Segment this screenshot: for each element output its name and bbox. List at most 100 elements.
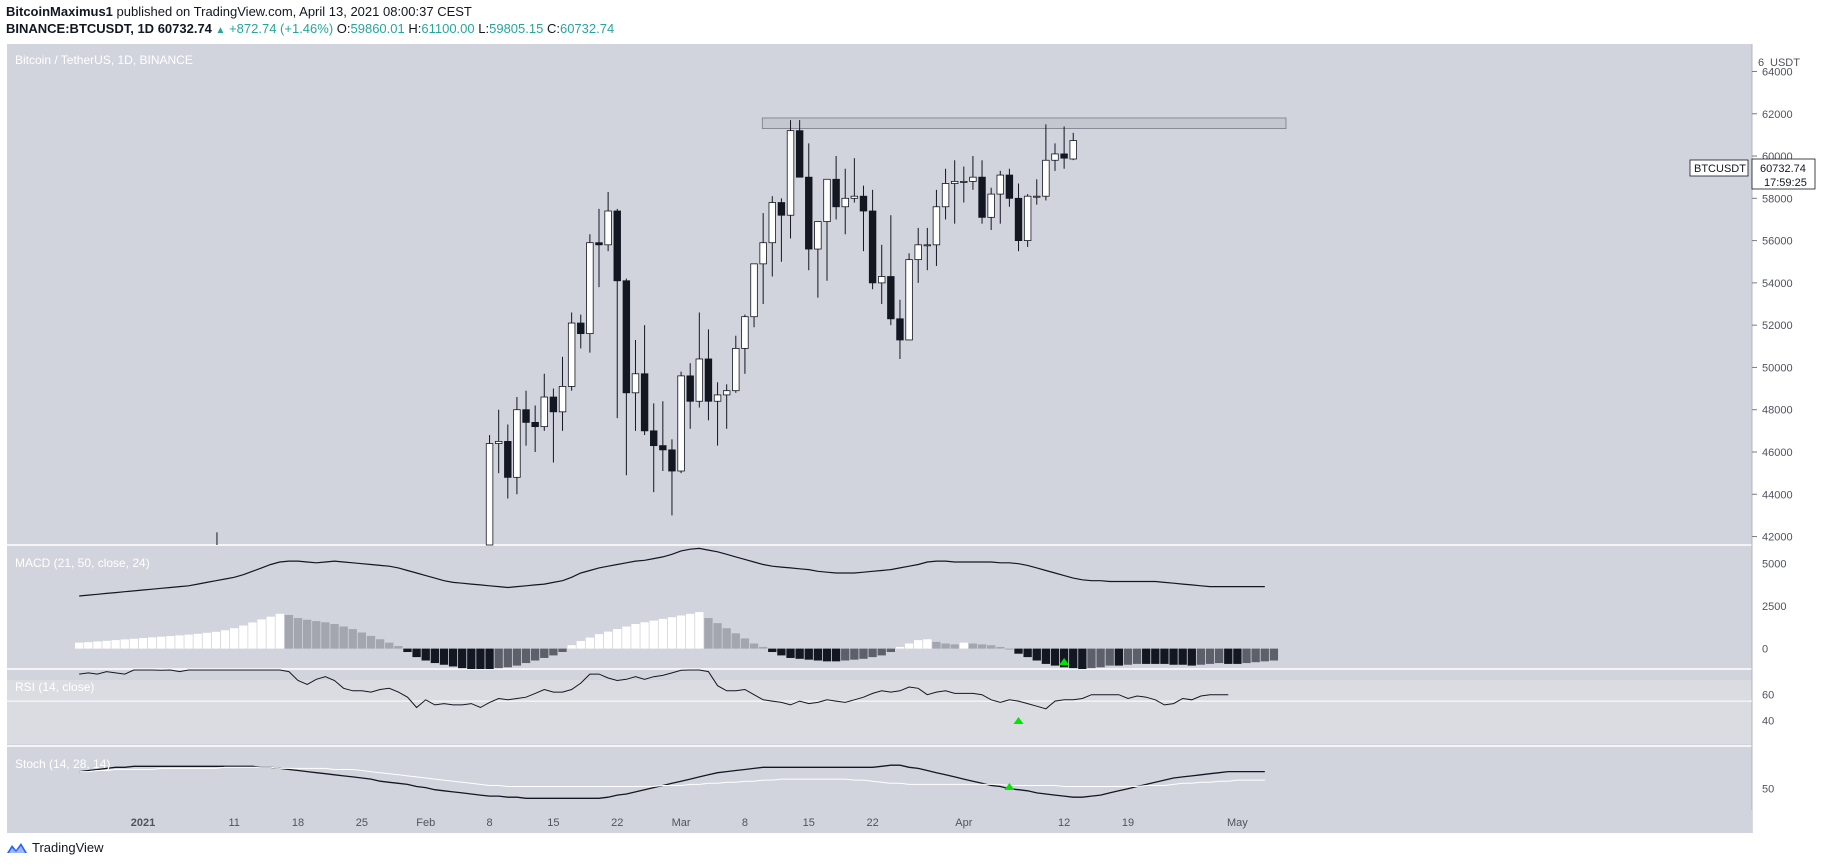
- candle-2021-03-02[interactable]: [686, 363, 694, 429]
- candle-2021-03-23[interactable]: [878, 244, 886, 305]
- candle-2021-03-03[interactable]: [695, 312, 704, 408]
- candle-2021-02-19[interactable]: [586, 234, 594, 353]
- candle-2021-02-09[interactable]: [494, 409, 503, 474]
- candle-2021-03-09[interactable]: [750, 263, 758, 328]
- macd-histogram-bar: [394, 646, 403, 649]
- macd-histogram-bar: [567, 645, 576, 649]
- candle-2021-03-26[interactable]: [905, 253, 913, 341]
- candle-2021-03-22[interactable]: [868, 189, 877, 290]
- candle-2021-04-07[interactable]: [1014, 183, 1023, 252]
- candle-2021-03-10[interactable]: [759, 213, 767, 305]
- time-axis-tick-9: 8: [742, 817, 748, 829]
- candle-2021-03-16[interactable]: [814, 221, 822, 298]
- candle-2021-04-09[interactable]: [1033, 179, 1041, 205]
- candle-2021-03-25[interactable]: [896, 299, 904, 359]
- macd-histogram-bar: [1005, 648, 1014, 650]
- candle-2021-03-29[interactable]: [932, 189, 941, 266]
- candle-body: [504, 441, 512, 478]
- macd-histogram-bar: [603, 631, 613, 649]
- time-axis-tick-12: Apr: [955, 817, 972, 829]
- macd-histogram-bar: [75, 642, 84, 649]
- candle-2021-02-26[interactable]: [650, 403, 658, 493]
- candle-2021-04-06[interactable]: [1005, 168, 1014, 207]
- macd-histogram-bar: [129, 638, 139, 649]
- candle-body: [622, 280, 631, 394]
- candle-2021-02-16[interactable]: [558, 356, 567, 431]
- candle-2021-02-17[interactable]: [567, 312, 576, 391]
- candle-body: [513, 409, 521, 478]
- candle-2021-03-24[interactable]: [887, 215, 895, 326]
- candle-2021-03-11[interactable]: [768, 196, 776, 277]
- candle-2021-04-04[interactable]: [987, 187, 995, 231]
- candle-2021-03-01[interactable]: [677, 371, 685, 474]
- macd-axis-tick-0: 0: [1762, 644, 1768, 656]
- candle-2021-02-27[interactable]: [659, 401, 667, 472]
- candle-2021-04-10[interactable]: [1042, 124, 1050, 201]
- macd-histogram-bar: [485, 648, 494, 669]
- candle-2021-03-13[interactable]: [786, 120, 795, 239]
- macd-histogram-bar: [266, 616, 275, 649]
- candle-2021-02-15[interactable]: [549, 388, 558, 463]
- time-axis[interactable]: [7, 810, 1752, 833]
- candle-2021-03-28[interactable]: [923, 227, 932, 271]
- candle-2021-03-12[interactable]: [777, 198, 786, 262]
- price-axis-tick-44000: 44000: [1762, 489, 1793, 501]
- candle-2021-03-31[interactable]: [950, 160, 959, 224]
- candle-2021-02-24[interactable]: [631, 339, 640, 431]
- candle-body: [823, 178, 831, 222]
- candle-2021-03-18[interactable]: [832, 156, 840, 220]
- candle-2021-03-30[interactable]: [941, 168, 950, 220]
- candle-2021-02-23[interactable]: [622, 278, 631, 476]
- candle-2021-02-08[interactable]: [485, 435, 494, 546]
- author-name[interactable]: BitcoinMaximus1: [6, 4, 113, 19]
- macd-histogram-bar: [1014, 648, 1023, 654]
- candle-2021-03-06[interactable]: [722, 384, 731, 429]
- candle-2021-03-21[interactable]: [859, 185, 868, 252]
- candle-2021-03-07[interactable]: [732, 335, 740, 393]
- footer-brand[interactable]: TradingView: [32, 840, 104, 855]
- candle-2021-03-15[interactable]: [805, 143, 813, 271]
- macd-histogram-bar: [868, 648, 877, 658]
- candle-2021-03-17[interactable]: [823, 178, 831, 281]
- candle-body: [586, 242, 594, 335]
- price-axis-tick-42000: 42000: [1762, 532, 1793, 544]
- candle-2021-04-01[interactable]: [960, 166, 968, 203]
- candle-2021-02-12[interactable]: [522, 390, 530, 446]
- price-axis-tick-48000: 48000: [1762, 405, 1793, 417]
- candle-2021-02-21[interactable]: [604, 191, 612, 252]
- candle-2021-03-05[interactable]: [713, 382, 722, 446]
- candle-body: [668, 449, 676, 472]
- candle-2021-02-25[interactable]: [640, 325, 649, 436]
- candle-2021-03-14[interactable]: [795, 120, 804, 178]
- candle-2021-02-20[interactable]: [595, 208, 603, 288]
- candle-body: [485, 443, 494, 546]
- candle-2021-02-28[interactable]: [668, 439, 676, 516]
- candle-body: [786, 130, 795, 216]
- candle-2021-04-03[interactable]: [978, 160, 986, 224]
- candle-2021-04-05[interactable]: [996, 170, 1004, 224]
- candle-2021-03-27[interactable]: [914, 227, 922, 283]
- candle-2021-04-08[interactable]: [1023, 194, 1032, 247]
- macd-histogram-bar: [676, 615, 686, 649]
- candle-2021-03-20[interactable]: [850, 158, 859, 203]
- candle-2021-02-18[interactable]: [577, 314, 585, 349]
- macd-histogram-bar: [348, 629, 357, 649]
- candle-2021-02-10[interactable]: [504, 424, 512, 499]
- candle-2021-03-08[interactable]: [741, 314, 749, 374]
- candle-2021-02-13[interactable]: [531, 405, 539, 452]
- candle-2021-03-19[interactable]: [841, 168, 849, 235]
- candle-2021-04-12[interactable]: [1060, 126, 1068, 169]
- symbol-price-badge: BTCUSDT 60732.74 17:59:25: [1689, 158, 1816, 190]
- resistance-zone[interactable]: [761, 117, 1287, 129]
- macd-histogram-bar: [695, 612, 704, 649]
- candle-2021-02-11[interactable]: [513, 397, 521, 495]
- candle-2021-02-22[interactable]: [613, 208, 621, 419]
- candle-2021-02-14[interactable]: [540, 373, 548, 431]
- candle-2021-04-13[interactable]: [1069, 132, 1077, 161]
- macd-histogram-bar: [1242, 648, 1251, 664]
- candle-2021-03-04[interactable]: [704, 329, 713, 421]
- symbol-badge-text: BTCUSDT: [1694, 163, 1746, 175]
- candle-2021-04-11[interactable]: [1051, 143, 1059, 171]
- candle-2021-04-02[interactable]: [969, 156, 977, 190]
